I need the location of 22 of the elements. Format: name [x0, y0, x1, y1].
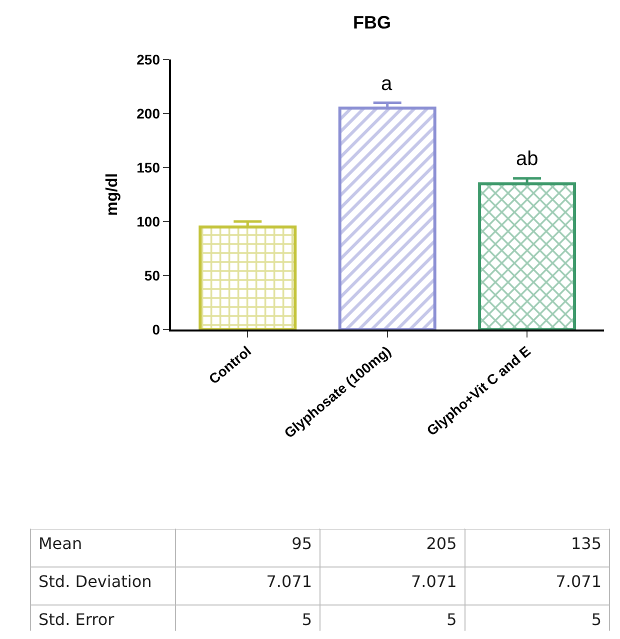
text: 7.071	[266, 572, 312, 591]
text: Std. Error	[38, 610, 115, 629]
text: 7.071	[410, 572, 457, 591]
data-label: ab	[516, 148, 538, 170]
chart-title: FBG	[353, 12, 391, 33]
y-tick-label: 150	[136, 159, 160, 176]
data-label: a	[381, 73, 393, 95]
text: 5	[446, 610, 457, 629]
text: 95	[292, 534, 312, 553]
y-tick-label: 0	[152, 321, 160, 338]
text: 7.071	[556, 572, 602, 591]
text: 135	[570, 534, 602, 553]
y-tick-label: 250	[136, 51, 160, 68]
text: Mean	[38, 534, 82, 553]
y-tick-label: 200	[136, 105, 160, 122]
text: 5	[591, 610, 602, 629]
text: 5	[302, 610, 312, 629]
text: Std. Deviation	[38, 572, 152, 591]
y-axis-title: mg/dl	[104, 173, 122, 216]
y-tick-label: 50	[144, 267, 160, 284]
text: 205	[426, 534, 457, 553]
y-tick-label: 100	[136, 213, 160, 230]
